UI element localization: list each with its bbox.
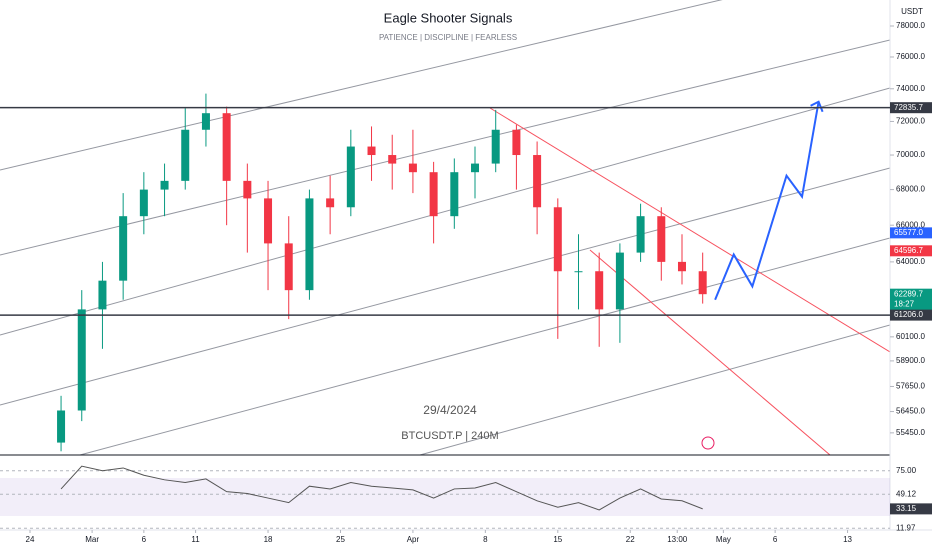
candle-body xyxy=(243,180,252,199)
x-tick-label: 13 xyxy=(843,535,852,544)
candle-body xyxy=(264,198,273,244)
rsi-tick-label: 75.00 xyxy=(896,466,917,475)
candle-body xyxy=(326,198,335,208)
candle-body xyxy=(77,309,86,411)
channel-line xyxy=(0,39,891,256)
price-label: 61206.0 xyxy=(894,310,923,319)
y-tick-label: 64000.0 xyxy=(896,257,925,266)
price-label-bg xyxy=(890,227,932,239)
candle-body xyxy=(533,155,542,208)
x-tick-label: 6 xyxy=(142,535,147,544)
y-tick-label: 66000.0 xyxy=(896,220,925,229)
rsi-value-bg xyxy=(890,503,932,515)
x-tick-label: 18 xyxy=(264,535,273,544)
candle-body xyxy=(139,189,148,217)
candle-body xyxy=(119,216,128,281)
price-label: 64596.7 xyxy=(894,246,923,255)
countdown: 18:27 xyxy=(894,299,915,308)
price-label-bg xyxy=(890,245,932,257)
x-tick-label: 13:00 xyxy=(667,535,688,544)
candle-body xyxy=(636,216,645,253)
watermark: BTCUSDT.P | 240M xyxy=(401,430,498,442)
rsi-tick-label: 11.97 xyxy=(896,523,916,532)
price-label: 65577.0 xyxy=(894,228,923,237)
chart-subtitle: PATIENCE | DISCIPLINE | FEARLESS xyxy=(379,33,517,42)
y-tick-label: 56450.0 xyxy=(896,407,925,416)
x-tick-label: 11 xyxy=(191,535,200,544)
candle-body xyxy=(429,172,438,217)
x-tick-label: 22 xyxy=(626,535,635,544)
alert-icon xyxy=(701,436,715,450)
price-label-bg xyxy=(890,288,932,311)
channel-line xyxy=(0,0,723,171)
candle-body xyxy=(201,113,210,130)
y-tick-label: 58900.0 xyxy=(896,356,925,365)
currency-label: USDT xyxy=(901,7,923,16)
candle-body xyxy=(574,271,583,273)
y-tick-label: 74000.0 xyxy=(896,84,925,93)
candle-body xyxy=(512,129,521,156)
candle-body xyxy=(450,172,459,217)
price-label: 72835.7 xyxy=(894,103,923,112)
candle-body xyxy=(553,207,562,272)
candle-body xyxy=(698,271,707,295)
candle-body xyxy=(222,113,231,181)
rsi-value-label: 33.15 xyxy=(896,504,917,513)
y-tick-label: 57650.0 xyxy=(896,382,925,391)
candle-body xyxy=(615,252,624,310)
x-tick-label: Mar xyxy=(85,535,99,544)
y-tick-label: 60100.0 xyxy=(896,332,925,341)
candle-body xyxy=(595,271,604,310)
chart-title: Eagle Shooter Signals xyxy=(384,10,513,25)
x-tick-label: 25 xyxy=(336,535,345,544)
candle-body xyxy=(408,163,417,173)
y-tick-label: 78000.0 xyxy=(896,21,925,30)
y-tick-label: 70000.0 xyxy=(896,150,925,159)
price-label-bg xyxy=(890,102,932,114)
rsi-band xyxy=(0,478,890,516)
channel-line xyxy=(0,87,891,336)
candle-body xyxy=(305,198,314,291)
candle-body xyxy=(677,261,686,272)
candle-body xyxy=(657,216,666,262)
price-label-bg xyxy=(890,309,932,321)
watermark: 29/4/2024 xyxy=(423,403,477,417)
x-tick-label: 24 xyxy=(26,535,35,544)
x-tick-label: 8 xyxy=(483,535,488,544)
x-tick-label: May xyxy=(716,535,731,544)
x-tick-label: 15 xyxy=(553,535,562,544)
y-tick-label: 68000.0 xyxy=(896,185,925,194)
trend-line xyxy=(589,249,831,456)
channel-line xyxy=(419,324,891,456)
candle-body xyxy=(346,146,355,208)
candle-body xyxy=(471,163,480,173)
y-tick-label: 72000.0 xyxy=(896,117,925,126)
candle-body xyxy=(367,146,376,156)
candle-body xyxy=(491,129,500,164)
candle-body xyxy=(284,243,293,291)
drawings xyxy=(0,0,932,531)
candle-body xyxy=(57,410,66,443)
x-tick-label: 6 xyxy=(773,535,778,544)
channel-line xyxy=(79,237,891,456)
candle-body xyxy=(160,180,169,190)
y-tick-label: 76000.0 xyxy=(896,52,925,61)
trend-line xyxy=(489,107,891,353)
rsi-line xyxy=(60,465,703,511)
x-tick-label: Apr xyxy=(407,535,420,544)
candle-body xyxy=(181,129,190,181)
candle-body xyxy=(388,155,397,164)
projection-line xyxy=(714,101,820,301)
channel-line xyxy=(0,167,891,406)
price-label: 62289.7 xyxy=(894,289,923,298)
rsi-tick-label: 49.12 xyxy=(896,489,917,498)
y-tick-label: 55450.0 xyxy=(896,428,925,437)
candle-body xyxy=(98,280,107,310)
